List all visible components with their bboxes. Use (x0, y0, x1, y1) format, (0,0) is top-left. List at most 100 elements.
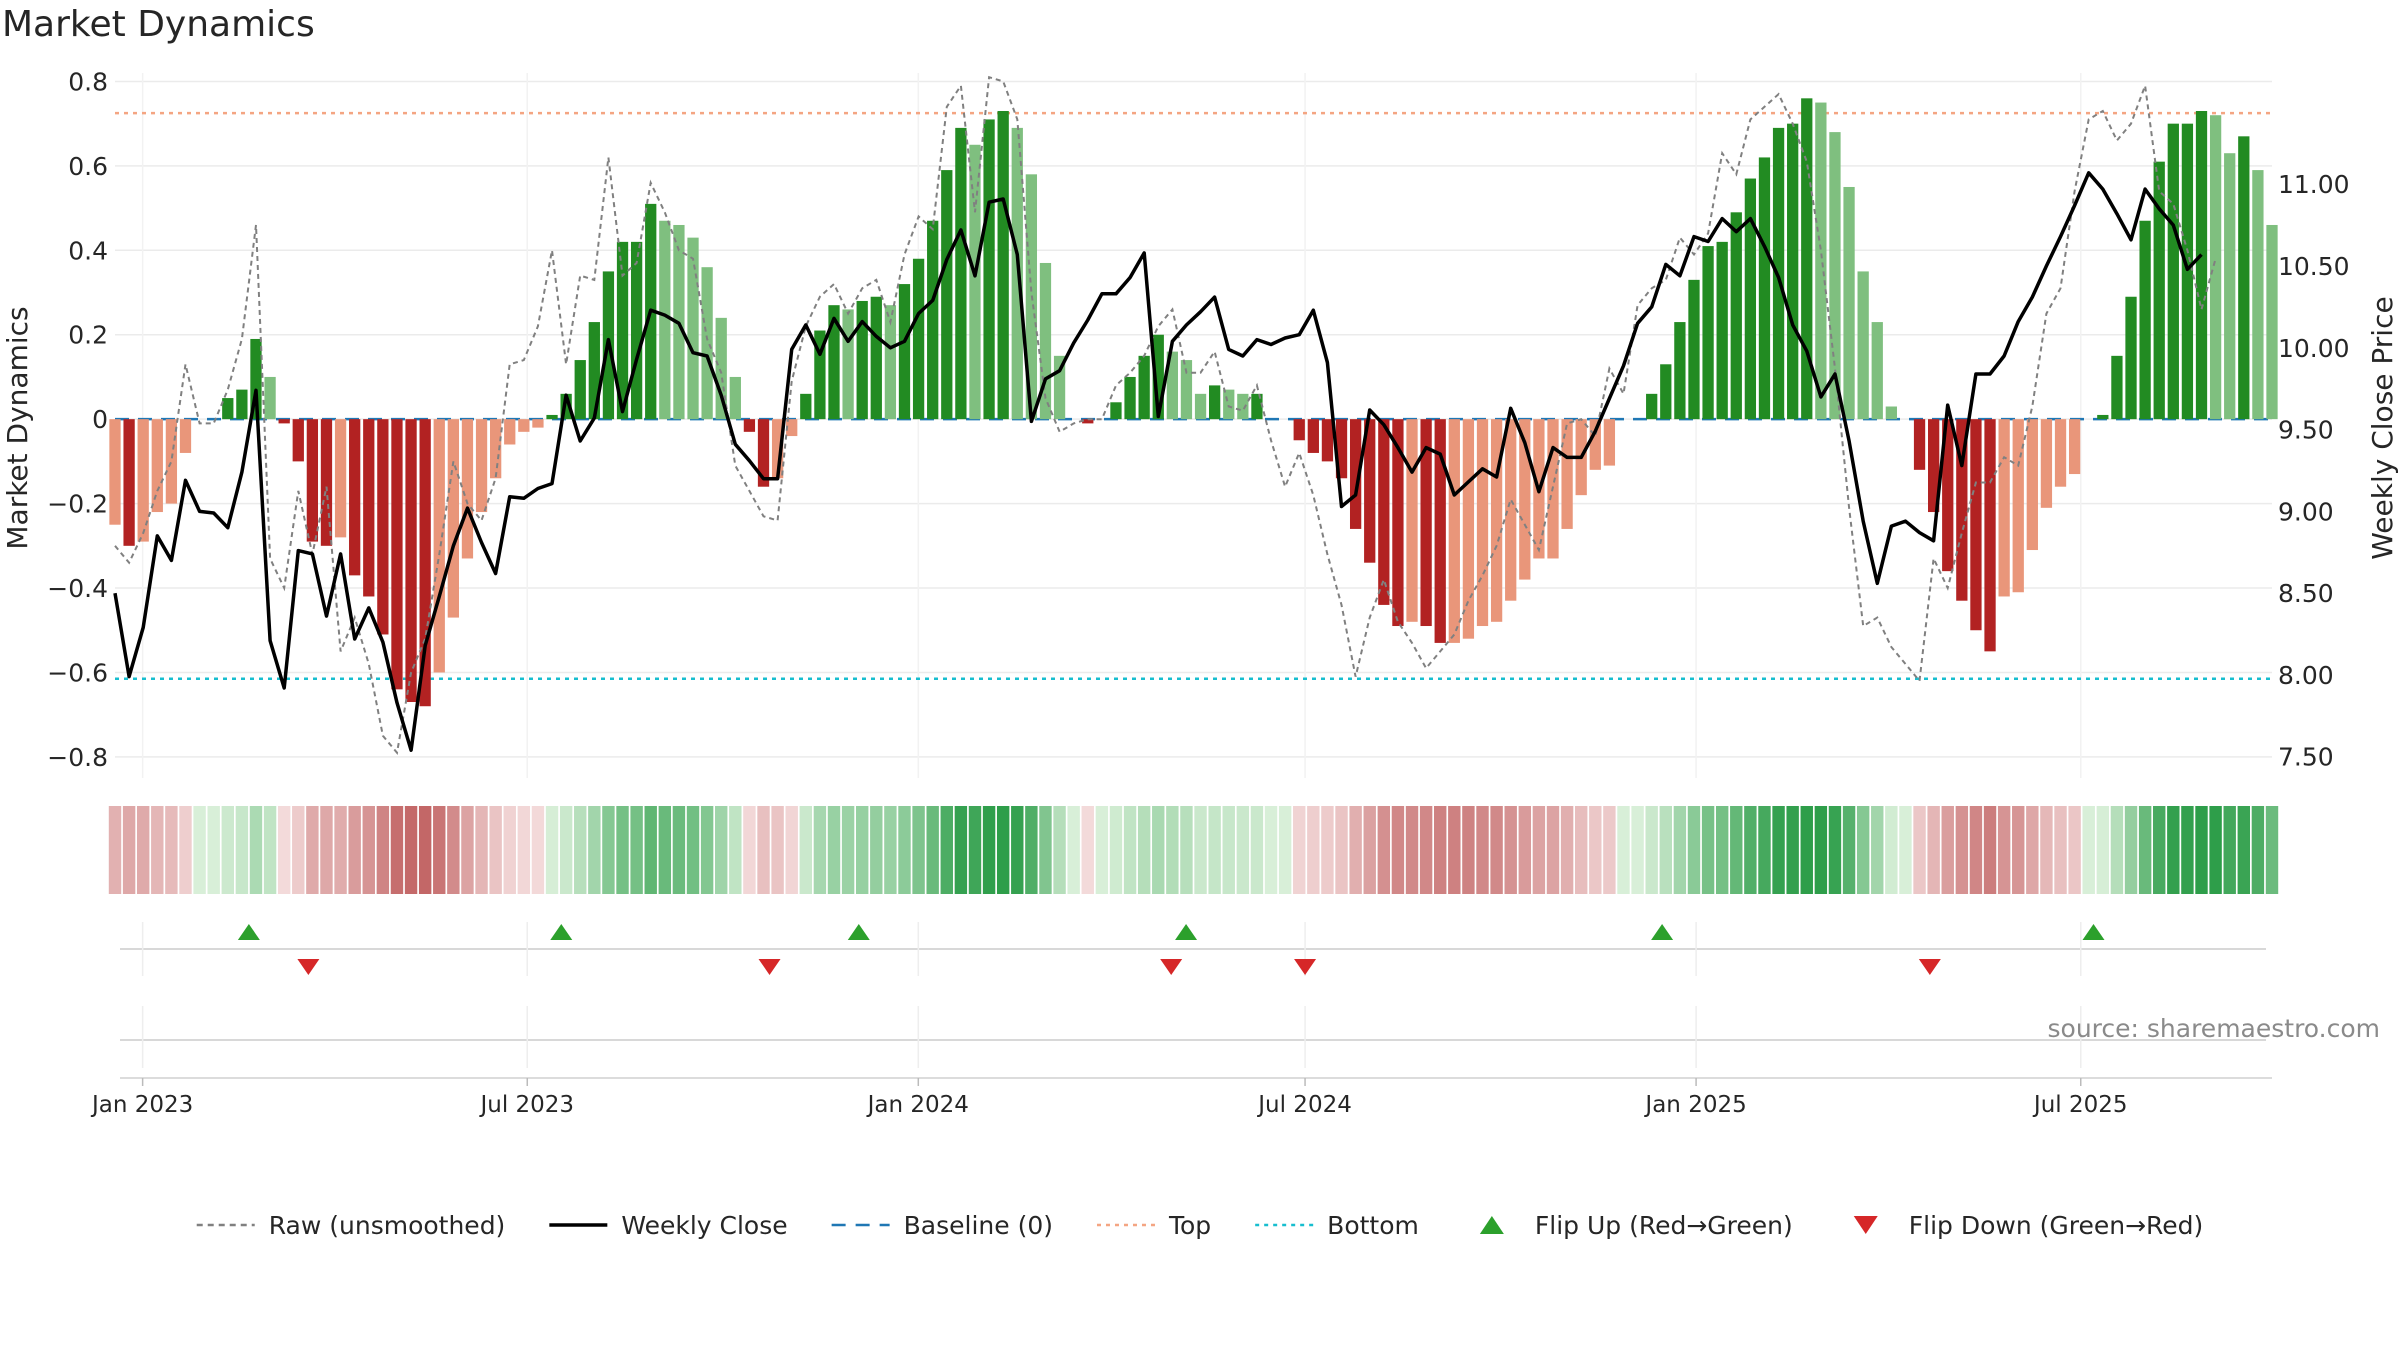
bar (1321, 419, 1334, 462)
bar (969, 144, 981, 420)
bar (828, 305, 840, 420)
bar (165, 419, 178, 504)
heat-strip (108, 806, 2279, 894)
bar (588, 322, 600, 420)
strip-cell (221, 806, 234, 894)
strip-cell (1321, 806, 1334, 894)
bar (1589, 419, 1601, 470)
bar (630, 241, 643, 420)
bar (1209, 385, 1221, 420)
bar (1646, 393, 1658, 420)
bar (1561, 419, 1573, 529)
strip-cell (743, 806, 756, 894)
left-tick-label: 0.2 (68, 321, 108, 350)
right-tick-label: 10.00 (2278, 334, 2350, 363)
strip-cell (1278, 806, 1292, 894)
legend-marker (1853, 1216, 1878, 1234)
bar (2167, 123, 2179, 420)
bar (1942, 419, 1954, 572)
y-axis-label-left: Market Dynamics (1, 306, 34, 549)
strip-cell (996, 806, 1010, 894)
bar (151, 419, 163, 513)
bar (2181, 123, 2194, 420)
bar (1871, 322, 1883, 420)
strip-cell (1307, 806, 1320, 894)
bar (1970, 419, 1982, 631)
strip-cell (1828, 806, 1842, 894)
legend-item: Flip Down (Green→Red) (1853, 1211, 2203, 1240)
strip-cell (2068, 806, 2081, 894)
bar (349, 419, 361, 576)
bar (1787, 123, 1799, 420)
strip-cell (841, 806, 855, 894)
bar (334, 419, 347, 538)
strip-cell (376, 806, 390, 894)
flip-up-marker (237, 924, 260, 940)
strip-cell (503, 806, 516, 894)
bar (955, 127, 967, 420)
strip-cell (1518, 806, 1532, 894)
bar (2195, 110, 2208, 420)
bar (884, 305, 897, 420)
bar (504, 419, 516, 445)
strip-cell (1434, 806, 1447, 894)
bar (743, 419, 756, 432)
strip-cell (545, 806, 559, 894)
strip-cell (1645, 806, 1658, 894)
bar (1364, 419, 1376, 563)
strip-cell (1025, 806, 1038, 894)
bar (306, 419, 319, 542)
bar (1857, 271, 1869, 420)
bar (447, 419, 459, 618)
bar (1138, 355, 1150, 420)
strip-cell (1589, 806, 1602, 894)
bar (941, 170, 953, 420)
strip-cell (574, 806, 587, 894)
legend-marker (1479, 1216, 1504, 1234)
flip-up-marker (1175, 924, 1198, 940)
strip-cell (461, 806, 474, 894)
left-tick-label: −0.4 (47, 574, 108, 603)
strip-cell (1560, 806, 1574, 894)
strip-cell (1476, 806, 1489, 894)
strip-cell (1109, 806, 1123, 894)
strip-cell (1546, 806, 1560, 894)
right-axis: 11.00 10.50 10.00 9.50 9.00 8.50 8.00 7.50 (2278, 170, 2350, 772)
strip-cell (2167, 806, 2180, 894)
strip-cell (616, 806, 629, 894)
strip-cell (715, 806, 728, 894)
strip-cell (1744, 806, 1757, 894)
strip-cell (2026, 806, 2039, 894)
strip-cell (2209, 806, 2222, 894)
bar (1251, 393, 1263, 420)
bar (2125, 296, 2137, 420)
strip-cell (884, 806, 897, 894)
strip-cell (1236, 806, 1250, 894)
date-axis: Jan 2023 Jul 2023 Jan 2024 Jul 2024 Jan 2025… (90, 1006, 2272, 1118)
strip-cell (1772, 806, 1785, 894)
strip-cell (1391, 806, 1405, 894)
strip-cell (2054, 806, 2067, 894)
strip-cell (1603, 806, 1616, 894)
bar (278, 419, 290, 424)
bar (391, 419, 403, 690)
strip-cell (982, 806, 996, 894)
flip-down-marker (297, 959, 320, 975)
strip-cell (588, 806, 601, 894)
bar (1307, 419, 1319, 453)
bar (419, 419, 431, 707)
strip-cell (926, 806, 939, 894)
strip-cell (2082, 806, 2095, 894)
strip-cell (1166, 806, 1179, 894)
strip-cell (785, 806, 798, 894)
chart-title: Market Dynamics (2, 4, 315, 45)
flip-down-marker (758, 959, 781, 975)
bar (363, 419, 375, 597)
legend-label: Bottom (1327, 1211, 1419, 1240)
bar (546, 414, 558, 420)
bar (1194, 393, 1207, 420)
strip-cell (1123, 806, 1137, 894)
strip-cell (1885, 806, 1898, 894)
strip-cell (1462, 806, 1475, 894)
strip-cell (108, 806, 122, 894)
